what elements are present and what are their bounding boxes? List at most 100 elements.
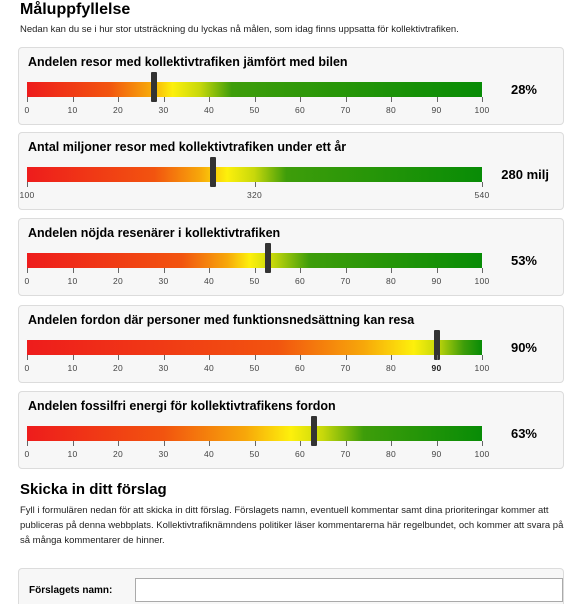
axis-tick	[118, 441, 119, 446]
metric-value: 63%	[510, 426, 537, 441]
suggestion-name-input[interactable]	[135, 578, 563, 602]
suggest-heading: Skicka in ditt förslag	[20, 481, 167, 498]
suggest-description: Fyll i formulären nedan för att skicka i…	[20, 505, 564, 546]
axis-tick	[72, 268, 74, 273]
axis-tick-label: 60	[294, 276, 306, 286]
axis-tick	[27, 268, 28, 273]
axis-tick	[391, 441, 392, 446]
metric-axis: 0 10 20 30 40 50 60 70 80 90 100	[24, 441, 489, 465]
axis-tick	[72, 97, 74, 102]
metric-title: Andelen resor med kollektivtrafiken jämf…	[28, 55, 348, 69]
axis-tick	[118, 97, 119, 102]
axis-tick-label: 70	[340, 449, 351, 459]
axis-tick-label: 40	[203, 363, 215, 373]
metric-title: Andelen fossilfri energi för kollektivtr…	[28, 399, 336, 413]
metric-card: Antal miljoner resor med kollektivtrafik…	[18, 132, 564, 210]
axis-tick-label: 30	[158, 105, 169, 115]
metric-value: 53%	[510, 253, 537, 268]
axis-tick-label: 40	[203, 276, 215, 286]
axis-tick-label: 0	[24, 363, 30, 373]
axis-tick-label: 40	[203, 449, 215, 459]
axis-tick-label: 90	[431, 363, 442, 373]
axis-tick-label: 100	[19, 190, 35, 200]
axis-tick-label: 30	[158, 363, 169, 373]
axis-tick	[72, 441, 74, 446]
metric-axis: 0 10 20 30 40 50 60 70 80 90 100	[24, 355, 489, 379]
axis-tick	[27, 97, 28, 102]
axis-tick	[436, 97, 438, 102]
axis-tick-label: 20	[112, 363, 124, 373]
metric-marker	[265, 243, 272, 273]
axis-tick	[254, 182, 256, 187]
axis-tick	[300, 441, 301, 446]
axis-tick	[254, 268, 256, 273]
axis-tick-label: 0	[24, 449, 30, 459]
axis-tick-label: 10	[67, 276, 78, 286]
suggestion-form: Förslagets namn:	[18, 568, 564, 604]
axis-tick-label: 70	[340, 363, 351, 373]
axis-tick-label: 50	[249, 276, 260, 286]
axis-tick	[300, 268, 301, 273]
axis-tick-label: 80	[385, 105, 397, 115]
axis-tick	[118, 355, 119, 360]
axis-tick	[27, 441, 28, 446]
metric-value: 28%	[510, 82, 537, 97]
axis-tick	[163, 268, 165, 273]
axis-tick	[391, 97, 392, 102]
axis-tick-label: 60	[294, 105, 306, 115]
axis-tick	[345, 355, 347, 360]
metric-marker	[310, 416, 317, 446]
axis-tick	[482, 97, 483, 102]
axis-tick-label: 80	[385, 449, 397, 459]
axis-tick-label: 50	[249, 449, 260, 459]
metric-card: Andelen nöjda resenärer i kollektivtrafi…	[18, 218, 564, 296]
metric-value: 280 milj	[501, 167, 549, 182]
axis-tick-label: 100	[474, 449, 490, 459]
axis-tick	[163, 441, 165, 446]
axis-tick	[72, 355, 74, 360]
axis-tick-label: 10	[67, 363, 78, 373]
axis-tick	[300, 97, 301, 102]
axis-tick-label: 100	[474, 105, 490, 115]
metric-progress-bar	[27, 426, 482, 441]
axis-tick	[436, 441, 438, 446]
axis-tick-label: 60	[294, 363, 306, 373]
metric-progress-bar	[27, 253, 482, 268]
axis-tick-label: 40	[203, 105, 215, 115]
axis-tick	[209, 441, 210, 446]
axis-tick-label: 100	[474, 276, 490, 286]
axis-tick	[27, 355, 28, 360]
metric-progress-bar	[27, 340, 482, 355]
axis-tick-label: 80	[385, 276, 397, 286]
metric-axis: 100 320 540	[19, 182, 489, 206]
metric-card: Andelen fordon där personer med funktion…	[18, 305, 564, 383]
axis-tick	[163, 355, 165, 360]
axis-tick-label: 70	[340, 276, 351, 286]
axis-tick-label: 50	[249, 105, 260, 115]
metric-title: Andelen nöjda resenärer i kollektivtrafi…	[28, 226, 281, 240]
page-title: Måluppfyllelse	[20, 1, 131, 18]
axis-tick-label: 10	[67, 449, 78, 459]
suggestion-name-label: Förslagets namn:	[29, 585, 113, 596]
axis-tick	[300, 355, 301, 360]
axis-tick-label: 80	[385, 363, 397, 373]
axis-tick	[482, 268, 483, 273]
metric-axis: 0 10 20 30 40 50 60 70 80 90 100	[24, 268, 489, 292]
axis-tick-label: 30	[158, 276, 169, 286]
axis-tick-label: 540	[474, 190, 490, 200]
axis-tick-label: 90	[431, 105, 442, 115]
axis-tick	[209, 355, 210, 360]
axis-tick	[345, 268, 347, 273]
axis-tick	[254, 97, 256, 102]
axis-tick-label: 60	[294, 449, 306, 459]
axis-tick	[482, 182, 483, 187]
axis-tick	[254, 441, 256, 446]
axis-tick	[163, 97, 165, 102]
metric-title: Antal miljoner resor med kollektivtrafik…	[28, 140, 347, 154]
axis-tick	[482, 441, 483, 446]
axis-tick-label: 10	[67, 105, 78, 115]
axis-tick	[391, 355, 392, 360]
metric-progress-bar	[27, 167, 482, 182]
axis-tick	[27, 182, 28, 187]
metric-marker	[210, 157, 217, 187]
